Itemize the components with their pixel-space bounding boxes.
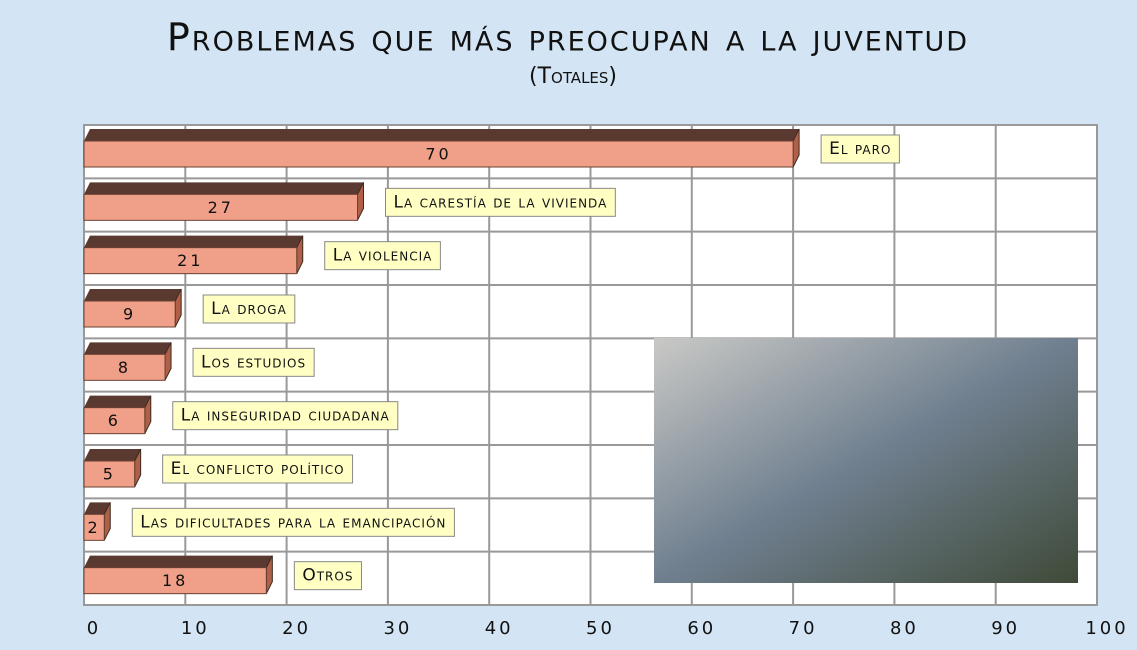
bar xyxy=(83,460,136,488)
category-label: El conflicto político xyxy=(171,459,345,479)
value-label: 8 xyxy=(118,358,131,377)
category-label: La inseguridad ciudadana xyxy=(181,406,390,426)
bar xyxy=(83,353,166,381)
bar-top xyxy=(84,449,141,461)
bar-top xyxy=(84,129,800,141)
value-label: 2 xyxy=(88,518,101,537)
x-tick-label: 0 xyxy=(87,618,101,639)
bar xyxy=(83,193,359,221)
x-tick-label: 10 xyxy=(181,618,210,639)
x-tick-label: 100 xyxy=(1085,618,1128,639)
photo xyxy=(654,338,1078,583)
x-tick-label: 40 xyxy=(485,618,514,639)
category-box xyxy=(202,294,296,324)
category-label: La carestía de la vivienda xyxy=(394,192,608,212)
bar-top xyxy=(84,502,111,515)
value-label: 21 xyxy=(177,251,203,270)
category-box xyxy=(820,134,900,164)
category-box xyxy=(131,507,455,537)
bar xyxy=(83,407,146,435)
bar-top xyxy=(84,235,303,248)
value-label: 6 xyxy=(108,411,121,430)
category-box xyxy=(192,347,315,377)
bar xyxy=(83,247,298,275)
category-box xyxy=(385,187,616,217)
chart-subtitle: (Totales) xyxy=(529,64,617,89)
value-label: 70 xyxy=(425,145,451,164)
x-tick-label: 80 xyxy=(890,618,919,639)
category-label: Otros xyxy=(302,566,353,586)
category-box xyxy=(162,454,354,484)
category-box xyxy=(324,241,441,271)
category-box xyxy=(293,561,362,591)
bar-top xyxy=(84,555,273,568)
bar xyxy=(83,140,794,168)
category-box xyxy=(172,401,399,431)
bar-top xyxy=(84,289,182,301)
bar xyxy=(83,513,105,541)
category-label: La violencia xyxy=(333,246,433,266)
category-label: Las dificultades para la emancipación xyxy=(140,512,446,532)
bar-top xyxy=(84,182,364,195)
bar xyxy=(83,567,267,595)
x-tick-label: 90 xyxy=(991,618,1020,639)
value-label: 27 xyxy=(208,198,234,217)
value-label: 5 xyxy=(103,465,116,484)
bar-top xyxy=(84,342,172,355)
x-tick-label: 50 xyxy=(586,618,615,639)
category-label: Los estudios xyxy=(201,352,306,372)
x-tick-label: 30 xyxy=(383,618,412,639)
x-tick-label: 70 xyxy=(789,618,818,639)
category-label: La droga xyxy=(211,299,287,319)
x-tick-label: 60 xyxy=(687,618,716,639)
category-label: El paro xyxy=(829,139,891,159)
bar-top xyxy=(84,395,151,408)
chart-title: Problemas que más preocupan a la juventu… xyxy=(167,16,969,60)
x-tick-label: 20 xyxy=(282,618,311,639)
bar xyxy=(83,300,176,328)
value-label: 18 xyxy=(162,571,188,590)
value-label: 9 xyxy=(123,305,136,324)
